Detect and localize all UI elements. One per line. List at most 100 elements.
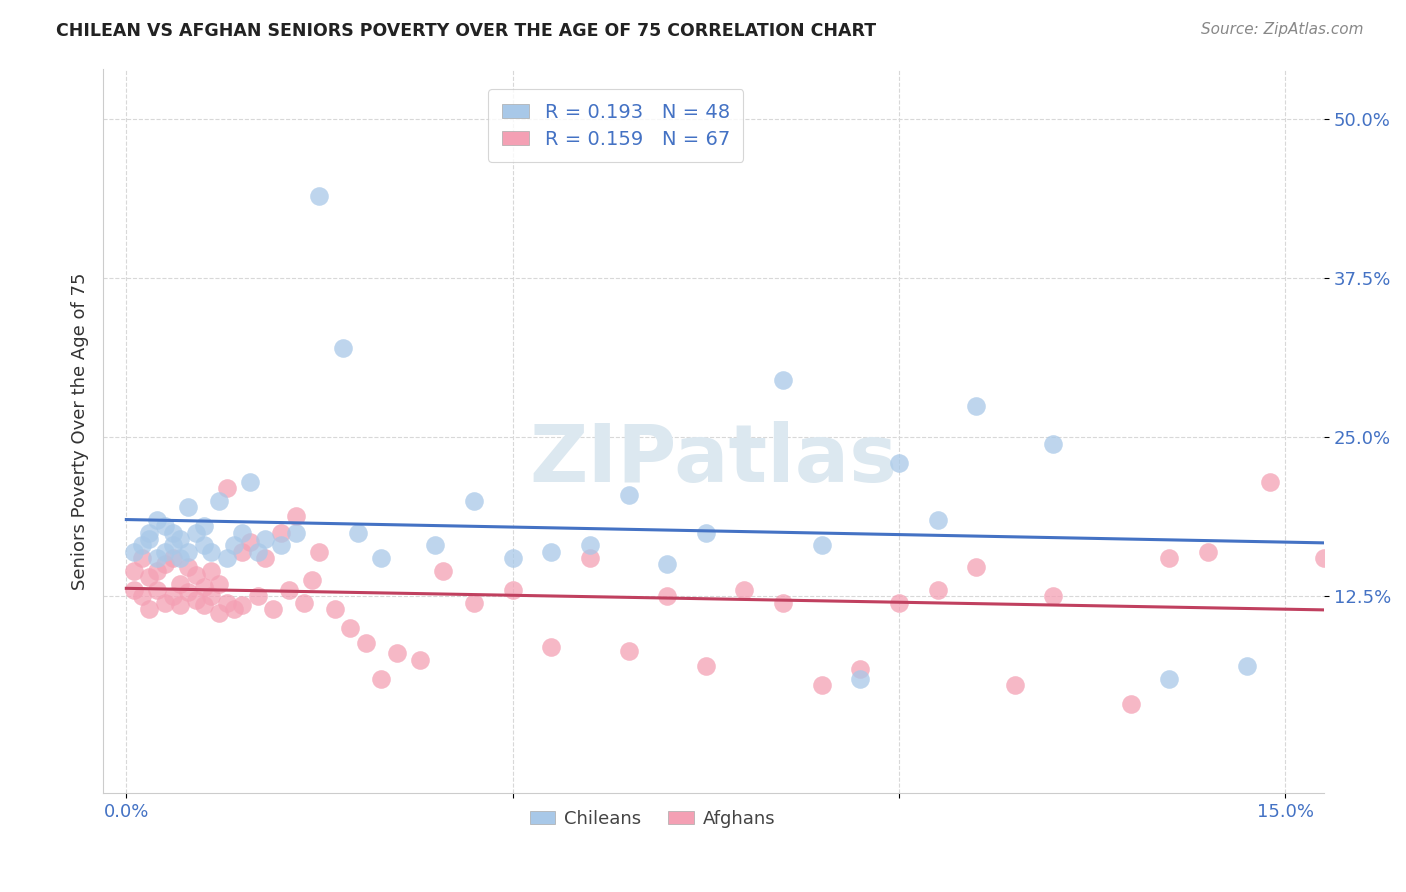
- Point: [339, 621, 361, 635]
- Point: [208, 576, 231, 591]
- Point: [200, 545, 222, 559]
- Point: [409, 653, 432, 667]
- Point: [131, 538, 153, 552]
- Point: [231, 525, 253, 540]
- Point: [810, 678, 832, 692]
- Point: [347, 525, 370, 540]
- Point: [162, 538, 184, 552]
- Point: [231, 545, 253, 559]
- Point: [695, 525, 717, 540]
- Point: [1042, 436, 1064, 450]
- Point: [200, 589, 222, 603]
- Point: [153, 558, 176, 572]
- Point: [208, 494, 231, 508]
- Point: [370, 551, 392, 566]
- Point: [332, 341, 354, 355]
- Point: [285, 509, 308, 524]
- Point: [138, 525, 160, 540]
- Point: [323, 602, 346, 616]
- Point: [540, 640, 562, 654]
- Point: [425, 538, 447, 552]
- Point: [270, 525, 292, 540]
- Point: [200, 564, 222, 578]
- Point: [131, 589, 153, 603]
- Point: [239, 534, 262, 549]
- Point: [772, 373, 794, 387]
- Point: [502, 582, 524, 597]
- Point: [965, 560, 987, 574]
- Point: [193, 580, 215, 594]
- Point: [208, 606, 231, 620]
- Point: [224, 602, 246, 616]
- Point: [177, 585, 200, 599]
- Point: [254, 532, 277, 546]
- Point: [285, 525, 308, 540]
- Point: [695, 659, 717, 673]
- Point: [262, 602, 284, 616]
- Point: [177, 545, 200, 559]
- Point: [463, 596, 485, 610]
- Point: [849, 662, 872, 676]
- Text: ZIPatlas: ZIPatlas: [530, 421, 897, 499]
- Point: [1258, 475, 1281, 489]
- Point: [153, 545, 176, 559]
- Point: [169, 576, 191, 591]
- Point: [169, 598, 191, 612]
- Point: [239, 475, 262, 489]
- Point: [927, 582, 949, 597]
- Point: [169, 532, 191, 546]
- Point: [138, 532, 160, 546]
- Point: [1159, 672, 1181, 686]
- Point: [579, 538, 602, 552]
- Y-axis label: Seniors Poverty Over the Age of 75: Seniors Poverty Over the Age of 75: [72, 272, 89, 590]
- Point: [184, 525, 207, 540]
- Point: [1313, 551, 1336, 566]
- Point: [215, 596, 238, 610]
- Point: [193, 538, 215, 552]
- Point: [246, 545, 269, 559]
- Point: [1236, 659, 1258, 673]
- Text: Source: ZipAtlas.com: Source: ZipAtlas.com: [1201, 22, 1364, 37]
- Point: [224, 538, 246, 552]
- Legend: Chileans, Afghans: Chileans, Afghans: [523, 803, 782, 835]
- Point: [146, 551, 169, 566]
- Point: [193, 519, 215, 533]
- Point: [215, 551, 238, 566]
- Point: [153, 519, 176, 533]
- Point: [177, 560, 200, 574]
- Point: [1119, 698, 1142, 712]
- Point: [193, 598, 215, 612]
- Point: [277, 582, 299, 597]
- Point: [540, 545, 562, 559]
- Point: [254, 551, 277, 566]
- Point: [138, 570, 160, 584]
- Point: [292, 596, 315, 610]
- Point: [122, 545, 145, 559]
- Point: [301, 573, 323, 587]
- Point: [432, 564, 454, 578]
- Point: [1197, 545, 1219, 559]
- Point: [146, 582, 169, 597]
- Point: [657, 589, 679, 603]
- Point: [927, 513, 949, 527]
- Point: [617, 644, 640, 658]
- Point: [162, 589, 184, 603]
- Point: [887, 456, 910, 470]
- Text: CHILEAN VS AFGHAN SENIORS POVERTY OVER THE AGE OF 75 CORRELATION CHART: CHILEAN VS AFGHAN SENIORS POVERTY OVER T…: [56, 22, 876, 40]
- Point: [354, 636, 377, 650]
- Point: [772, 596, 794, 610]
- Point: [153, 596, 176, 610]
- Point: [308, 188, 330, 202]
- Point: [1159, 551, 1181, 566]
- Point: [122, 564, 145, 578]
- Point: [270, 538, 292, 552]
- Point: [887, 596, 910, 610]
- Point: [146, 564, 169, 578]
- Point: [370, 672, 392, 686]
- Point: [849, 672, 872, 686]
- Point: [162, 551, 184, 566]
- Point: [385, 647, 408, 661]
- Point: [579, 551, 602, 566]
- Point: [1004, 678, 1026, 692]
- Point: [308, 545, 330, 559]
